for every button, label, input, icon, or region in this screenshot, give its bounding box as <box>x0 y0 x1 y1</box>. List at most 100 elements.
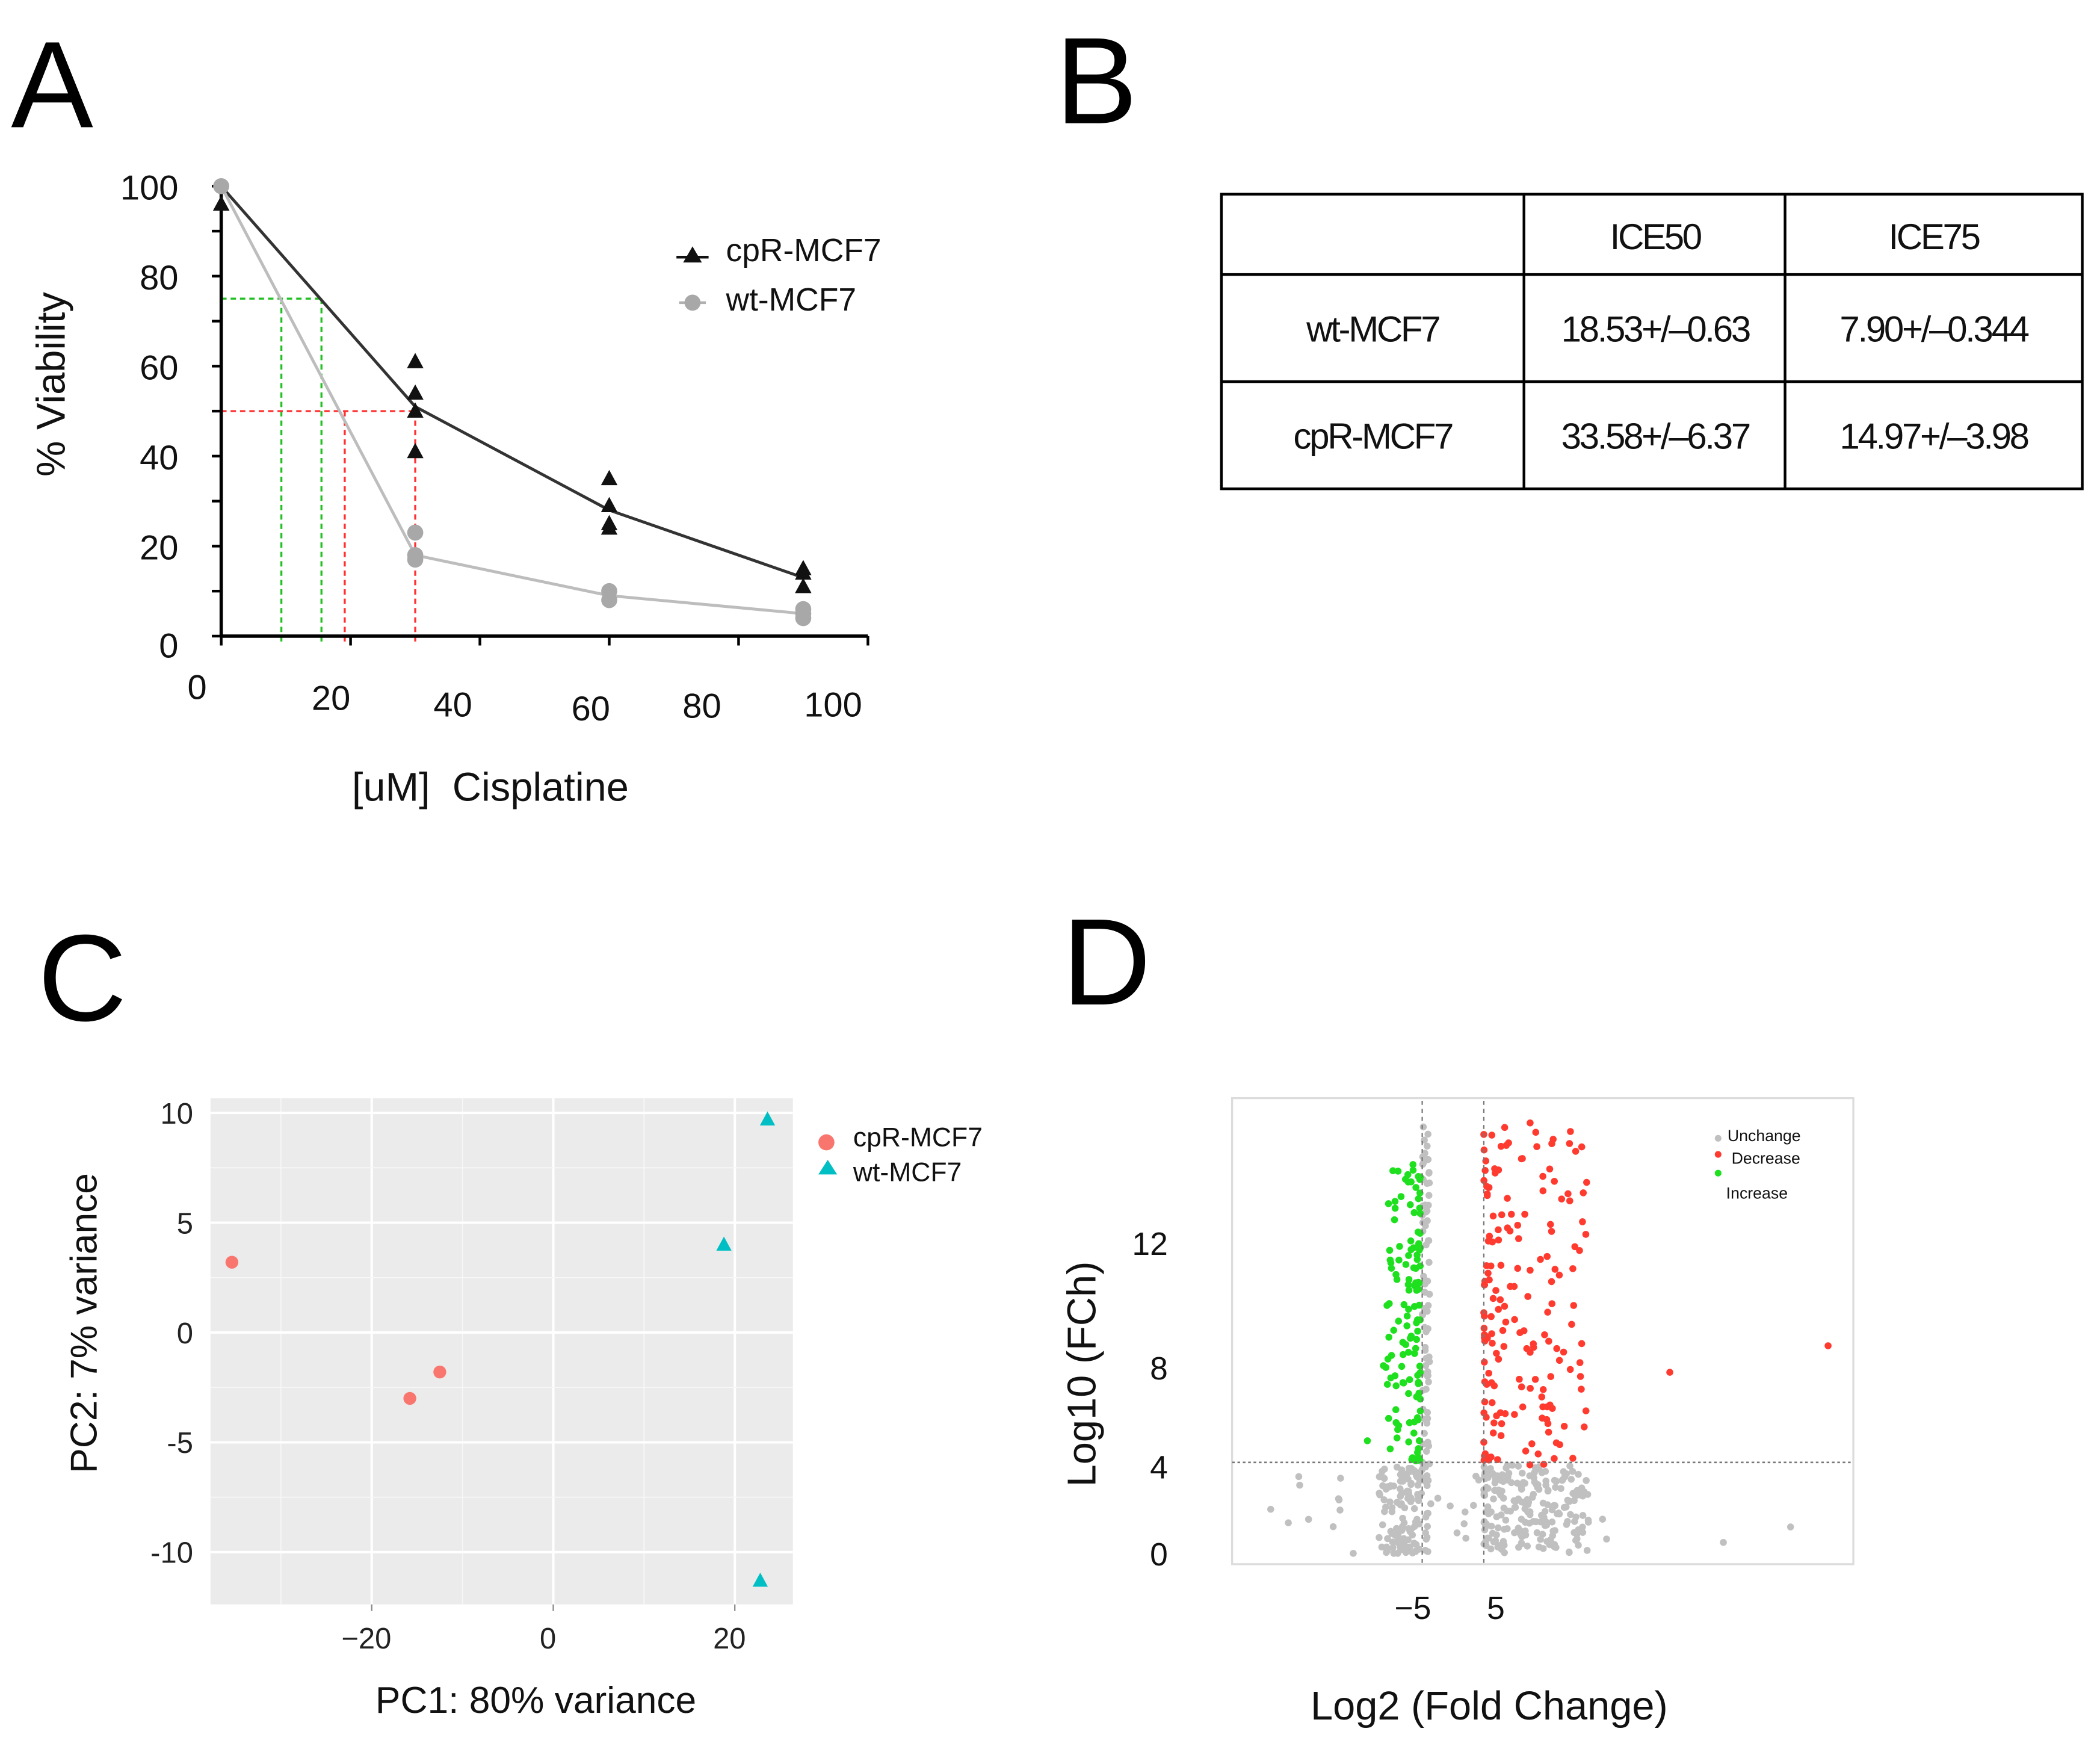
volcano-point-unchange <box>1493 1513 1501 1520</box>
volcano-point-unchange <box>1407 1479 1415 1487</box>
volcano-point-decrease <box>1544 1308 1551 1316</box>
volcano-point-decrease <box>1551 1455 1558 1463</box>
volcano-point-unchange <box>1419 1475 1426 1482</box>
legend-circle-icon <box>818 1134 835 1151</box>
volcano-point-unchange <box>1384 1535 1391 1543</box>
volcano-point-decrease <box>1544 1420 1552 1428</box>
volcano-point-unchange <box>1412 1548 1419 1555</box>
volcano-point-decrease <box>1481 1166 1489 1174</box>
volcano-point-unchange <box>1518 1498 1525 1506</box>
volcano-point-decrease <box>1564 1190 1572 1198</box>
volcano-point-unchange <box>1490 1538 1498 1546</box>
volcano-point-decrease <box>1492 1169 1499 1177</box>
volcano-point-unchange <box>1504 1473 1512 1481</box>
volcano-point-decrease <box>1501 1410 1509 1417</box>
volcano-point-decrease <box>1495 1226 1502 1234</box>
volcano-point-decrease <box>1488 1330 1495 1337</box>
legend-dot-unchange <box>1714 1135 1722 1142</box>
volcano-point-decrease <box>1666 1369 1673 1376</box>
volcano-point-increase <box>1385 1333 1392 1341</box>
plot-background <box>210 1098 793 1605</box>
volcano-point-decrease <box>1499 1326 1507 1334</box>
volcano-point-unchange <box>1599 1515 1607 1523</box>
volcano-point-unchange <box>1423 1510 1431 1517</box>
volcano-point-increase <box>1410 1429 1418 1437</box>
volcano-point-increase <box>1396 1243 1403 1250</box>
volcano-point-unchange <box>1526 1508 1534 1515</box>
volcano-point-decrease <box>1548 1228 1555 1235</box>
data-point-triangle <box>407 353 424 368</box>
volcano-point-increase <box>1393 1276 1401 1283</box>
volcano-point-unchange <box>1552 1484 1559 1491</box>
volcano-point-decrease <box>1493 1412 1500 1420</box>
volcano-point-unchange <box>1502 1464 1510 1472</box>
volcano-point-increase <box>1406 1376 1413 1384</box>
volcano-point-decrease <box>1495 1305 1502 1313</box>
data-point-triangle <box>601 519 618 535</box>
y-axis-title: Log10 (FCh) <box>1060 1261 1105 1487</box>
volcano-point-unchange <box>1533 1481 1540 1488</box>
volcano-point-unchange <box>1397 1538 1404 1546</box>
volcano-point-unchange <box>1414 1481 1422 1489</box>
volcano-point-decrease <box>1824 1342 1832 1349</box>
volcano-point-decrease <box>1497 1142 1505 1150</box>
volcano-point-increase <box>1383 1381 1391 1388</box>
pca-point-circle <box>225 1255 239 1269</box>
volcano-point-decrease <box>1578 1143 1586 1151</box>
volcano-point-increase <box>1408 1456 1416 1463</box>
volcano-point-increase <box>1386 1445 1394 1453</box>
x-axis-title: [uM] Cisplatine <box>352 766 629 810</box>
volcano-point-decrease <box>1494 1456 1501 1463</box>
volcano-point-decrease <box>1519 1403 1527 1411</box>
volcano-point-increase <box>1406 1201 1414 1209</box>
data-point-triangle <box>407 402 424 418</box>
y-axis-title: % Viability <box>29 292 73 477</box>
volcano-point-decrease <box>1578 1340 1586 1348</box>
volcano-point-decrease <box>1481 1450 1489 1458</box>
volcano-point-decrease <box>1480 1177 1487 1184</box>
volcano-point-unchange <box>1460 1520 1468 1528</box>
data-point-circle <box>407 551 424 568</box>
volcano-point-decrease <box>1553 1345 1560 1352</box>
volcano-point-decrease <box>1489 1212 1497 1220</box>
volcano-point-unchange <box>1336 1506 1344 1514</box>
volcano-point-unchange <box>1543 1538 1551 1545</box>
y-tick-label: 8 <box>1150 1351 1168 1387</box>
volcano-point-decrease <box>1539 1172 1546 1180</box>
pca-point-triangle <box>716 1236 732 1251</box>
x-tick-label: −20 <box>341 1623 391 1655</box>
volcano-point-unchange <box>1267 1505 1274 1513</box>
volcano-point-decrease <box>1570 1302 1578 1309</box>
volcano-point-decrease <box>1507 1210 1515 1218</box>
volcano-point-unchange <box>1504 1525 1511 1532</box>
volcano-point-unchange <box>1515 1463 1522 1470</box>
volcano-point-unchange <box>1509 1461 1516 1469</box>
header-ice50: ICE50 <box>1610 217 1702 257</box>
volcano-point-unchange <box>1575 1470 1582 1478</box>
volcano-point-unchange <box>1544 1487 1552 1495</box>
volcano-point-unchange <box>1462 1534 1469 1542</box>
volcano-point-increase <box>1415 1445 1422 1452</box>
volcano-point-unchange <box>1424 1409 1431 1416</box>
y-tick-label: -5 <box>167 1427 193 1460</box>
y-tick-label: 60 <box>140 349 178 388</box>
volcano-point-increase <box>1416 1204 1424 1212</box>
volcano-point-decrease <box>1497 1432 1505 1440</box>
volcano-point-decrease <box>1545 1337 1552 1345</box>
volcano-point-increase <box>1415 1380 1422 1387</box>
legend-label-wt: wt-MCF7 <box>726 282 857 318</box>
legend-circle-icon <box>684 294 701 311</box>
legend-dot-decrease <box>1714 1151 1722 1158</box>
volcano-point-unchange <box>1379 1521 1386 1529</box>
volcano-point-unchange <box>1389 1544 1397 1552</box>
panel-label-d: D <box>1062 894 1151 1031</box>
volcano-point-decrease <box>1504 1224 1512 1231</box>
volcano-point-increase <box>1404 1281 1412 1289</box>
volcano-point-unchange <box>1570 1497 1578 1505</box>
x-tick-label: −5 <box>1395 1591 1431 1626</box>
volcano-point-unchange <box>1480 1490 1488 1497</box>
volcano-point-unchange <box>1603 1535 1610 1543</box>
volcano-point-unchange <box>1583 1547 1591 1554</box>
volcano-point-unchange <box>1502 1516 1510 1524</box>
volcano-point-increase <box>1405 1305 1412 1313</box>
